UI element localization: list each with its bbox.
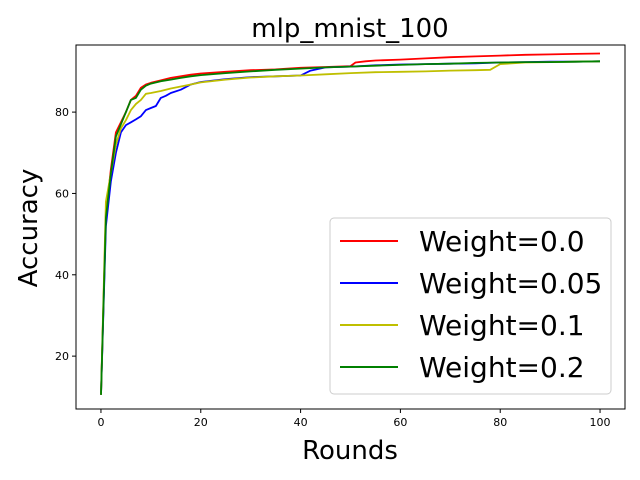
- y-axis-title: Accuracy: [14, 169, 44, 288]
- plot-area-frame: [75, 44, 626, 410]
- x-tick-label: 100: [590, 416, 611, 429]
- y-tick-label: 60: [55, 187, 69, 200]
- x-axis-title: Rounds: [302, 436, 398, 466]
- y-tick-label: 80: [55, 106, 69, 119]
- series-lines: [100, 52, 601, 395]
- legend-label: Weight=0.0: [419, 225, 585, 258]
- y-axis: 20 40 60 80: [55, 106, 76, 363]
- series-line: [100, 60, 601, 395]
- x-tick-label: 0: [97, 416, 104, 429]
- legend-label: Weight=0.1: [419, 309, 585, 342]
- x-tick-label: 80: [493, 416, 507, 429]
- y-tick-label: 20: [55, 350, 69, 363]
- legend-label: Weight=0.2: [419, 351, 585, 384]
- x-tick-label: 60: [393, 416, 407, 429]
- x-tick-label: 40: [294, 416, 308, 429]
- x-tick-label: 20: [194, 416, 208, 429]
- series-line: [100, 60, 601, 395]
- legend-box: [329, 217, 612, 395]
- legend: Weight=0.0 Weight=0.05 Weight=0.1 Weight=0.…: [329, 217, 612, 395]
- y-tick-label: 40: [55, 269, 69, 282]
- chart-title: mlp_mnist_100: [251, 14, 448, 44]
- x-axis: 0 20 40 60 80 100: [97, 409, 611, 429]
- legend-label: Weight=0.05: [419, 267, 602, 300]
